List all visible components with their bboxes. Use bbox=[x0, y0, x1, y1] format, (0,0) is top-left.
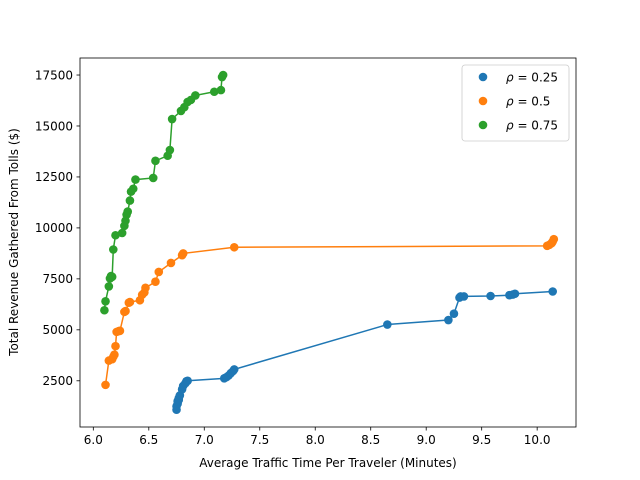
x-tick-label: 6.5 bbox=[139, 433, 158, 447]
series-line bbox=[103, 74, 224, 311]
x-tick-label: 8.0 bbox=[306, 433, 325, 447]
y-tick-label: 15000 bbox=[35, 119, 73, 133]
data-point bbox=[178, 249, 188, 258]
data-point bbox=[486, 291, 495, 301]
data-point bbox=[107, 272, 117, 282]
data-point bbox=[104, 282, 114, 291]
data-point bbox=[111, 341, 120, 351]
data-point bbox=[229, 365, 239, 374]
data-point bbox=[131, 175, 140, 184]
data-point bbox=[209, 87, 219, 97]
data-point bbox=[165, 145, 175, 155]
series-layer bbox=[100, 70, 559, 415]
data-point bbox=[154, 267, 164, 277]
data-point bbox=[101, 380, 110, 390]
axes: 6.0 6.5 7.0 7.5 8.0 8.5 9.0 9.5 10.0 2500 5000 7500… bbox=[35, 57, 577, 447]
x-tick-label: 8.5 bbox=[361, 433, 380, 447]
data-point bbox=[167, 114, 177, 124]
data-point bbox=[141, 283, 150, 293]
data-point bbox=[449, 309, 459, 319]
y-tick-label: 7500 bbox=[42, 272, 73, 286]
legend-entry-label: ρ = 0.25 bbox=[506, 71, 558, 85]
data-point bbox=[125, 297, 135, 307]
data-point bbox=[108, 245, 118, 254]
data-point bbox=[151, 156, 160, 166]
data-point bbox=[510, 289, 520, 299]
data-point bbox=[229, 242, 239, 252]
data-point bbox=[151, 277, 160, 287]
series-1 bbox=[172, 287, 557, 415]
y-tick-label: 10000 bbox=[35, 221, 73, 235]
data-point bbox=[128, 184, 138, 194]
data-point bbox=[115, 326, 125, 336]
data-point bbox=[444, 315, 453, 325]
series-line bbox=[175, 290, 553, 410]
data-point bbox=[549, 234, 559, 244]
data-point bbox=[166, 258, 176, 268]
legend-marker bbox=[478, 120, 488, 130]
data-point bbox=[548, 287, 557, 296]
data-point bbox=[121, 306, 130, 316]
data-point bbox=[218, 70, 228, 80]
legend-marker bbox=[478, 72, 488, 82]
y-tick-label: 5000 bbox=[42, 323, 73, 337]
legend-entry-label: ρ = 0.5 bbox=[506, 95, 550, 109]
data-point bbox=[123, 207, 133, 216]
data-point bbox=[191, 91, 200, 100]
y-tick-label: 17500 bbox=[35, 68, 73, 82]
data-point bbox=[459, 292, 469, 301]
data-point bbox=[183, 376, 192, 386]
series-2 bbox=[101, 234, 559, 390]
data-point bbox=[125, 196, 135, 205]
x-tick-label: 10.0 bbox=[524, 433, 551, 447]
x-tick-label: 7.5 bbox=[250, 433, 269, 447]
legend-box bbox=[461, 64, 570, 142]
y-tick-label: 2500 bbox=[42, 374, 73, 388]
series-3 bbox=[100, 70, 228, 315]
data-point bbox=[216, 85, 226, 95]
data-point bbox=[117, 228, 127, 238]
y-tick-label: 12500 bbox=[35, 170, 73, 184]
data-point bbox=[383, 320, 392, 329]
y-axis-label: Total Revenue Gathered From Tolls ($) bbox=[7, 128, 21, 357]
legend: ρ = 0.25 ρ = 0.5 ρ = 0.75 bbox=[461, 64, 570, 142]
x-tick-label: 6.0 bbox=[84, 433, 103, 447]
data-point bbox=[101, 296, 110, 306]
legend-entry-label: ρ = 0.75 bbox=[506, 119, 558, 133]
data-point bbox=[148, 173, 158, 183]
plot-frame bbox=[79, 57, 577, 428]
x-tick-label: 9.5 bbox=[472, 433, 491, 447]
data-point bbox=[100, 305, 109, 315]
data-point bbox=[110, 350, 119, 360]
x-tick-label: 7.0 bbox=[195, 433, 214, 447]
legend-marker bbox=[478, 96, 488, 106]
x-axis-label: Average Traffic Time Per Traveler (Minut… bbox=[199, 456, 456, 470]
x-tick-label: 9.0 bbox=[417, 433, 436, 447]
data-point bbox=[111, 230, 120, 240]
